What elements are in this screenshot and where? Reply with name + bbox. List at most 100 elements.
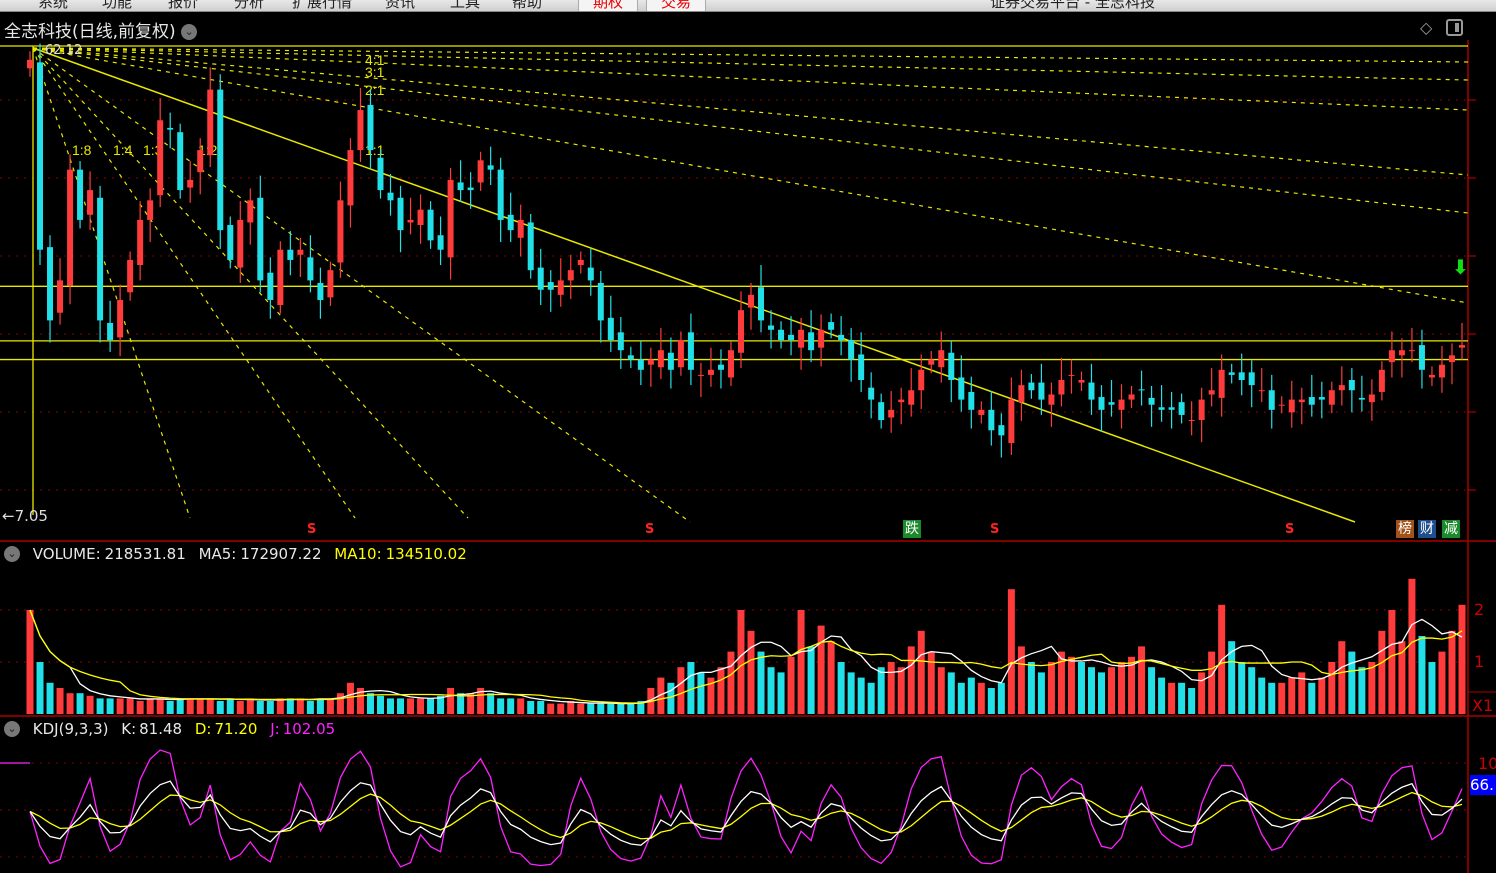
volume-bar <box>1388 610 1396 714</box>
candle-body <box>1148 397 1155 405</box>
volume-bar <box>66 693 74 714</box>
chevron-down-icon[interactable]: ⌄ <box>4 546 20 562</box>
j-line <box>29 749 1463 868</box>
candle-body <box>377 157 384 191</box>
volume-bar <box>26 610 34 714</box>
volume-bar <box>1118 662 1126 714</box>
volume-bar <box>977 682 985 714</box>
candle-body <box>1028 382 1035 391</box>
volume-bar <box>1057 651 1065 714</box>
candle-body <box>848 339 855 360</box>
volume-bar <box>166 701 174 714</box>
volume-bar <box>246 698 254 714</box>
candle-body <box>1038 382 1045 400</box>
volume-bar <box>847 672 855 714</box>
menu-item[interactable]: 帮助 <box>512 0 543 11</box>
candle-body <box>768 325 775 330</box>
candle-body <box>1208 390 1215 395</box>
volume-bar <box>517 698 525 714</box>
signal-s[interactable]: S <box>1285 522 1295 537</box>
candle-body <box>537 267 544 290</box>
volume-bar <box>1288 677 1296 714</box>
candle-body <box>367 104 374 151</box>
chevron-down-icon[interactable]: ⌄ <box>181 24 198 40</box>
candle-body <box>187 179 194 188</box>
volume-bar <box>236 701 244 714</box>
volume-bar <box>1128 656 1136 714</box>
candle-body <box>57 280 64 313</box>
candle-body <box>758 287 765 321</box>
reduce-holding-badge[interactable]: 减 <box>1442 520 1460 538</box>
candle-body <box>1398 350 1405 356</box>
candle-body <box>798 329 805 348</box>
menu-item[interactable]: 资讯 <box>385 0 416 11</box>
volume-bar <box>1268 682 1276 714</box>
volume-bar <box>1398 641 1406 714</box>
menu-item[interactable]: 功能 <box>102 0 133 11</box>
candle-body <box>167 127 174 130</box>
chevron-down-icon[interactable]: ⌄ <box>4 721 20 737</box>
candle-body <box>1338 385 1345 391</box>
candle-body <box>1298 399 1305 403</box>
volume-bar <box>867 682 875 714</box>
volume-bar <box>126 698 134 714</box>
diamond-icon[interactable]: ◇ <box>1420 18 1433 37</box>
candle-body <box>177 132 184 191</box>
candle-body <box>1138 389 1145 391</box>
gann-fan-line <box>32 47 1469 176</box>
candle-body <box>868 387 875 400</box>
candle-body <box>517 219 524 238</box>
candle-body <box>988 409 995 431</box>
signal-s[interactable]: S <box>307 522 317 537</box>
candle-body <box>1088 382 1095 400</box>
volume-bar <box>437 695 445 714</box>
volume-bar <box>997 682 1005 714</box>
volume-bar <box>146 698 154 714</box>
volume-bar <box>1308 682 1316 714</box>
menu-item[interactable]: 工具 <box>450 0 481 11</box>
candle-body <box>437 235 444 250</box>
signal-s[interactable]: S <box>990 522 1000 537</box>
candle-body <box>657 350 664 368</box>
volume-bar <box>1158 677 1166 714</box>
candle-body <box>1068 374 1075 376</box>
volume-bar <box>427 698 435 714</box>
volume-bar <box>336 693 344 714</box>
candle-body <box>1168 407 1175 410</box>
menu-item[interactable]: 系统 <box>38 0 69 11</box>
down-arrow-icon: ⬇ <box>1452 255 1469 279</box>
volume-bar <box>1188 688 1196 714</box>
panel-toggle-icon[interactable] <box>1446 19 1463 36</box>
menu-item[interactable]: 分析 <box>234 0 265 11</box>
volume-bar <box>967 677 975 714</box>
signal-s[interactable]: S <box>645 522 655 537</box>
candle-body <box>938 350 945 368</box>
menu-item[interactable]: 期权 <box>578 0 639 11</box>
volume-bar <box>737 610 745 714</box>
volume-bar <box>1348 651 1356 714</box>
volume-bar <box>897 667 905 714</box>
candle-body <box>507 214 514 231</box>
candle-body <box>547 282 554 290</box>
volume-bar <box>1138 646 1146 714</box>
kdj-legend: ⌄ KDJ(9,3,3) K: 81.48 D: 71.20 J: 102.05 <box>4 720 343 738</box>
menu-item[interactable]: 报价 <box>168 0 199 11</box>
j-label: J: <box>270 720 280 738</box>
candle-body <box>607 317 614 340</box>
candle-body <box>297 249 304 255</box>
candle-body <box>978 409 985 415</box>
finance-badge[interactable]: 财 <box>1418 520 1436 538</box>
ranking-badge[interactable]: 榜 <box>1396 520 1414 538</box>
menu-item[interactable]: 交易 <box>646 0 707 11</box>
candle-body <box>407 219 414 223</box>
volume-bar <box>467 693 475 714</box>
candle-body <box>878 402 885 421</box>
volume-bar <box>1178 682 1186 714</box>
candle-body <box>958 377 965 400</box>
candle-body <box>627 355 634 360</box>
menu-item[interactable]: 扩展行情 <box>292 0 353 11</box>
candle-body <box>687 332 694 370</box>
fall-signal-badge[interactable]: 跌 <box>903 520 921 538</box>
volume-bar <box>226 698 234 714</box>
